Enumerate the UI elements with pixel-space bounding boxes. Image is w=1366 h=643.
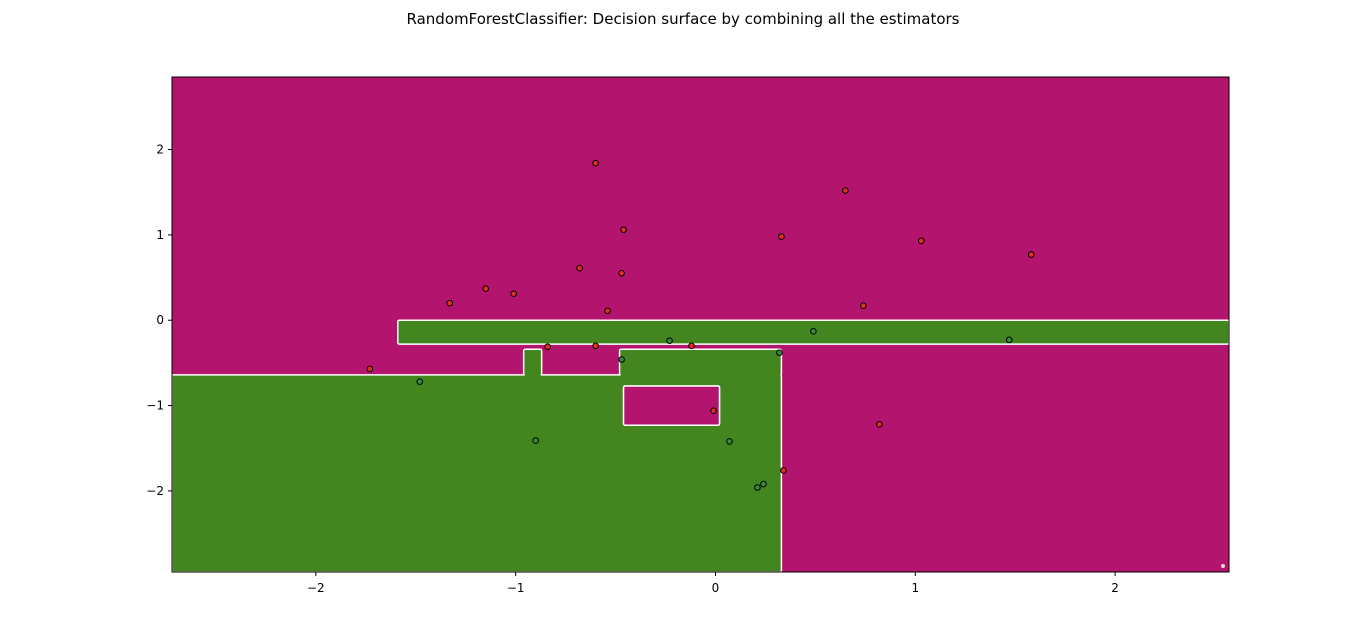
decision-regions <box>172 77 1229 572</box>
chart-title: RandomForestClassifier: Decision surface… <box>406 10 960 28</box>
class-1-point <box>776 349 783 356</box>
class-0-point <box>446 299 454 307</box>
class-0-region-inner <box>622 385 721 426</box>
class-0-point <box>366 365 374 373</box>
class-0-point <box>544 343 551 350</box>
class-0-point <box>592 342 599 350</box>
class-0-point <box>710 407 717 414</box>
class-1-point <box>1005 336 1013 344</box>
class-0-point <box>917 237 925 245</box>
class-1-point <box>666 337 673 345</box>
class-0-point <box>592 159 599 167</box>
y-axis-ticks: 2 1 0 −1 −2 <box>146 143 172 498</box>
class-0-point <box>876 421 883 428</box>
y-tick-label: −2 <box>146 484 164 498</box>
class-1-region <box>619 349 782 375</box>
class-1-point <box>532 437 539 444</box>
region-join <box>620 372 781 377</box>
region-join <box>524 372 541 377</box>
class-0-point <box>778 233 785 240</box>
class-1-point <box>416 378 424 385</box>
class-1-point <box>726 438 733 445</box>
class-0-point <box>482 285 490 292</box>
class-0-point <box>842 187 849 194</box>
class-0-point <box>510 290 517 298</box>
class-0-point <box>618 269 625 277</box>
x-axis-ticks: −2 −1 0 1 2 <box>307 572 1119 595</box>
class-0-point <box>860 302 867 310</box>
corner-marker <box>1221 564 1225 568</box>
x-tick-label: 1 <box>911 581 919 595</box>
class-0-point <box>576 264 583 272</box>
y-tick-label: −1 <box>146 399 164 413</box>
class-1-point <box>754 484 761 491</box>
class-0-point <box>688 342 695 350</box>
class-1-point <box>810 328 817 335</box>
class-1-region <box>523 349 542 375</box>
axes-frame <box>171 76 1230 573</box>
class-1-point <box>618 356 625 363</box>
class-0-point <box>1027 251 1035 258</box>
x-tick-label: −2 <box>307 581 325 595</box>
data-points <box>366 159 1035 491</box>
x-tick-label: 2 <box>1111 581 1119 595</box>
y-tick-label: 2 <box>156 143 164 157</box>
x-tick-label: 0 <box>712 581 720 595</box>
class-0-point <box>620 226 627 234</box>
class-0-point <box>780 467 787 474</box>
x-tick-label: −1 <box>507 581 525 595</box>
class-0-point <box>604 307 611 315</box>
y-tick-label: 1 <box>156 228 164 242</box>
class-1-point <box>760 480 767 488</box>
y-tick-label: 0 <box>156 313 164 327</box>
